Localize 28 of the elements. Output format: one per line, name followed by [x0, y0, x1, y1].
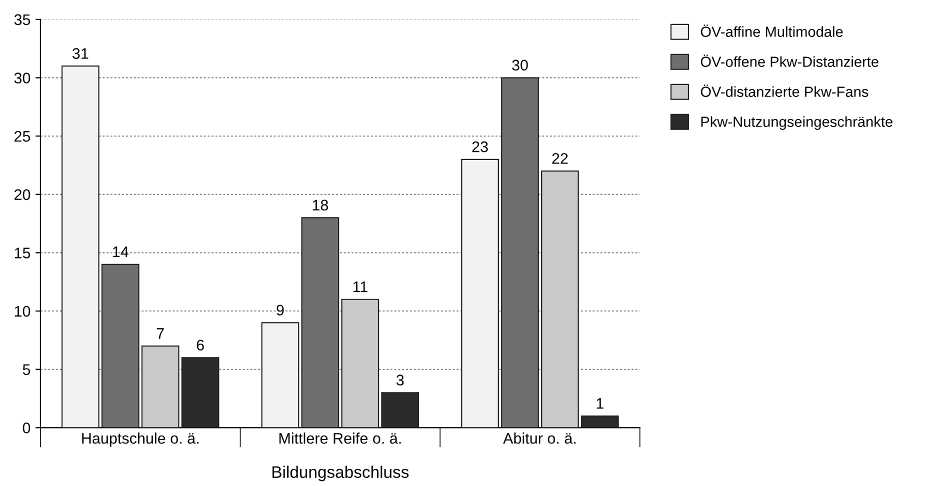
- y-tick-label: 0: [22, 422, 30, 434]
- y-tick-label: 5: [22, 364, 30, 376]
- data-label: 9: [276, 304, 284, 316]
- y-tick-label: 10: [14, 306, 30, 317]
- y-tick-label: 25: [14, 130, 30, 142]
- data-label: 22: [552, 153, 568, 164]
- legend-label: ÖV-offene Pkw-Distanzierte: [700, 54, 878, 67]
- legend-label: ÖV-affine Multimodale: [700, 24, 843, 37]
- data-label: 7: [156, 328, 164, 339]
- data-label: 11: [353, 282, 368, 292]
- data-label: 31: [72, 48, 88, 59]
- data-label: 18: [312, 200, 328, 211]
- data-label: 23: [472, 141, 488, 152]
- legend-label: Pkw-Nutzungseingeschränkte: [701, 116, 892, 130]
- legend-label: ÖV-distanzierte Pkw-Fans: [700, 84, 868, 97]
- x-tick-label: Mittlere Reife o. ä.: [279, 432, 401, 444]
- data-label: 1: [596, 398, 604, 409]
- y-tick-label: 15: [14, 248, 30, 258]
- x-tick-label: Abitur o. ä.: [503, 432, 576, 444]
- y-tick-label: 30: [14, 72, 30, 84]
- y-tick-label: 35: [14, 14, 30, 26]
- data-label: 30: [512, 60, 528, 71]
- data-label: 3: [396, 374, 404, 386]
- data-label: 14: [113, 246, 128, 258]
- x-tick-label: Hauptschule o. ä.: [82, 432, 198, 447]
- data-label: 6: [196, 340, 204, 351]
- x-axis-title: Bildungsabschluss: [272, 466, 409, 482]
- y-tick-label: 20: [14, 189, 30, 200]
